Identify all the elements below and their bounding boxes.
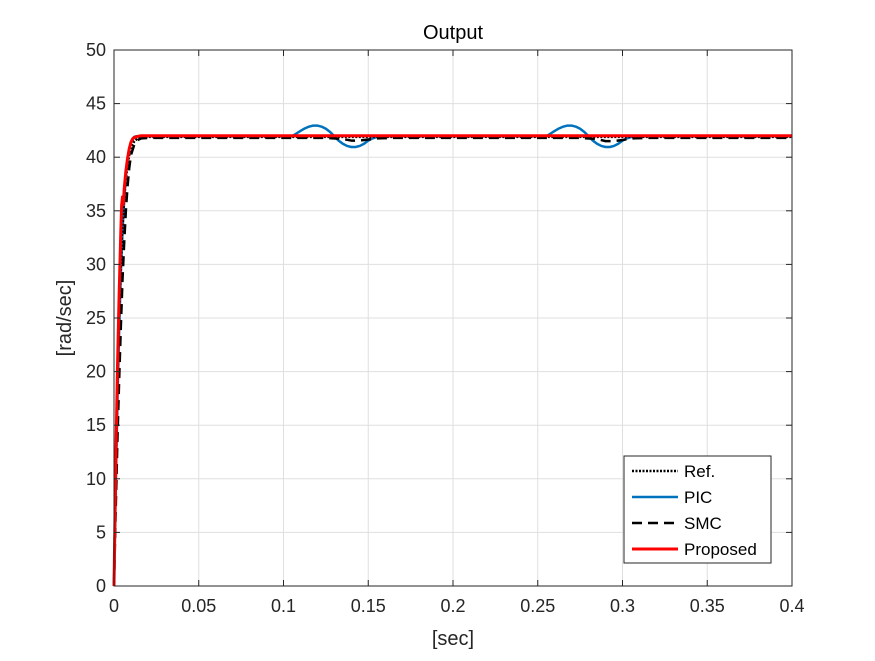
y-tick-label: 15	[86, 415, 106, 435]
x-tick-label: 0.2	[440, 596, 465, 616]
y-tick-label: 0	[96, 576, 106, 596]
series-layer	[112, 124, 792, 587]
y-tick-label: 20	[86, 362, 106, 382]
legend-box	[623, 455, 772, 564]
chart-title: Output	[423, 22, 483, 44]
y-tick-label: 40	[86, 147, 106, 167]
x-tick-label: 0.05	[181, 596, 216, 616]
x-tick-label: 0.25	[520, 596, 555, 616]
series-line-proposed	[112, 134, 792, 587]
x-tick-label: 0.15	[351, 596, 386, 616]
x-tick-label: 0.35	[690, 596, 725, 616]
y-axis-label: [rad/sec]	[54, 280, 76, 357]
legend-label: SMC	[684, 514, 722, 533]
x-tick-label: 0.4	[779, 596, 804, 616]
legend-label: Ref.	[684, 462, 715, 481]
y-tick-label: 10	[86, 469, 106, 489]
x-tick-label: 0	[109, 596, 119, 616]
legend: Ref. PIC SMC Proposed	[623, 455, 772, 564]
legend-label: Proposed	[684, 540, 757, 559]
y-tick-label: 25	[86, 308, 106, 328]
x-axis-label: [sec]	[432, 628, 474, 650]
y-tick-label: 45	[86, 94, 106, 114]
y-tick-label: 35	[86, 201, 106, 221]
x-tick-label: 0.1	[271, 596, 296, 616]
y-tick-label: 30	[86, 254, 106, 274]
y-tick-label: 5	[96, 522, 106, 542]
ticks: 0 0.05 0.1 0.15 0.2 0.25 0.3 0.35 0.4 0 5 10 15 20 25 3…	[86, 40, 805, 616]
legend-label: PIC	[684, 488, 712, 507]
y-tick-label: 50	[86, 40, 106, 60]
x-tick-label: 0.3	[610, 596, 635, 616]
